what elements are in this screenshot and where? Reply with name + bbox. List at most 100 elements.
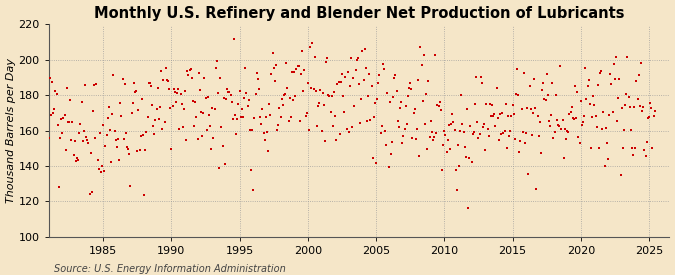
Point (324, 94, 335, 98)
Point (178, 106, 189, 111)
Point (209, 107, 220, 112)
Point (578, 120, 589, 124)
Point (224, 90, 235, 94)
Point (113, 136, 124, 141)
Point (86, 190, 97, 195)
Point (466, 160, 477, 165)
Point (139, 193, 150, 197)
Point (647, 145, 658, 150)
Point (492, 116, 503, 120)
Point (110, 138, 121, 142)
Point (464, 156, 475, 160)
Point (384, 100, 395, 104)
Point (372, 96, 383, 101)
Point (348, 76, 358, 80)
Point (543, 119, 554, 123)
Point (430, 53, 441, 57)
Point (537, 88, 547, 92)
Point (309, 55, 320, 59)
Point (396, 100, 406, 104)
Point (259, 138, 270, 142)
Point (648, 113, 659, 118)
Point (643, 115, 654, 120)
Point (70, 138, 80, 143)
Point (166, 147, 177, 151)
Point (548, 136, 559, 141)
Point (251, 70, 262, 75)
Point (196, 109, 207, 114)
Point (78, 139, 88, 144)
Point (603, 157, 614, 161)
Point (140, 148, 151, 152)
Point (480, 148, 491, 153)
Point (55, 136, 65, 140)
Point (557, 118, 568, 122)
Point (168, 87, 179, 91)
Point (510, 92, 521, 97)
Point (65, 98, 76, 102)
Point (606, 82, 617, 86)
Point (178, 125, 188, 129)
Point (547, 81, 558, 85)
Point (265, 113, 275, 117)
Point (181, 138, 192, 142)
Point (408, 111, 419, 115)
Point (421, 92, 431, 97)
Point (319, 139, 330, 143)
Point (513, 93, 524, 97)
Point (618, 146, 628, 150)
Point (362, 94, 373, 98)
Point (286, 115, 296, 120)
Point (124, 152, 135, 157)
Point (135, 134, 146, 138)
Point (176, 102, 187, 107)
Point (633, 73, 644, 78)
Point (481, 102, 492, 107)
Point (514, 149, 524, 154)
Point (319, 103, 329, 107)
Point (153, 86, 163, 91)
Point (296, 72, 306, 77)
Point (144, 81, 155, 86)
Point (43, 135, 54, 140)
Point (241, 91, 252, 95)
Point (599, 163, 610, 168)
Point (614, 77, 625, 81)
Point (517, 130, 528, 134)
Point (183, 73, 194, 78)
Point (456, 92, 467, 97)
Point (301, 111, 312, 116)
Point (68, 153, 79, 157)
Point (329, 90, 340, 95)
Point (231, 132, 242, 136)
Point (539, 97, 549, 101)
Point (92, 158, 103, 162)
Point (206, 147, 217, 151)
Point (410, 136, 421, 141)
Point (317, 91, 328, 95)
Point (507, 102, 518, 107)
Point (598, 110, 609, 114)
Point (134, 148, 145, 152)
Point (443, 122, 454, 127)
Point (331, 138, 342, 142)
Point (549, 130, 560, 134)
Point (266, 72, 277, 76)
Point (440, 133, 451, 137)
Point (460, 155, 471, 160)
Point (482, 126, 493, 131)
Point (167, 104, 178, 108)
Point (395, 106, 406, 110)
Point (192, 137, 203, 141)
Point (625, 128, 636, 133)
Point (105, 128, 115, 132)
Point (391, 89, 402, 93)
Point (161, 78, 172, 82)
Point (360, 66, 371, 70)
Point (242, 104, 253, 108)
Point (454, 163, 464, 168)
Point (488, 114, 499, 119)
Point (622, 55, 632, 60)
Point (50, 89, 61, 93)
Point (402, 122, 412, 126)
